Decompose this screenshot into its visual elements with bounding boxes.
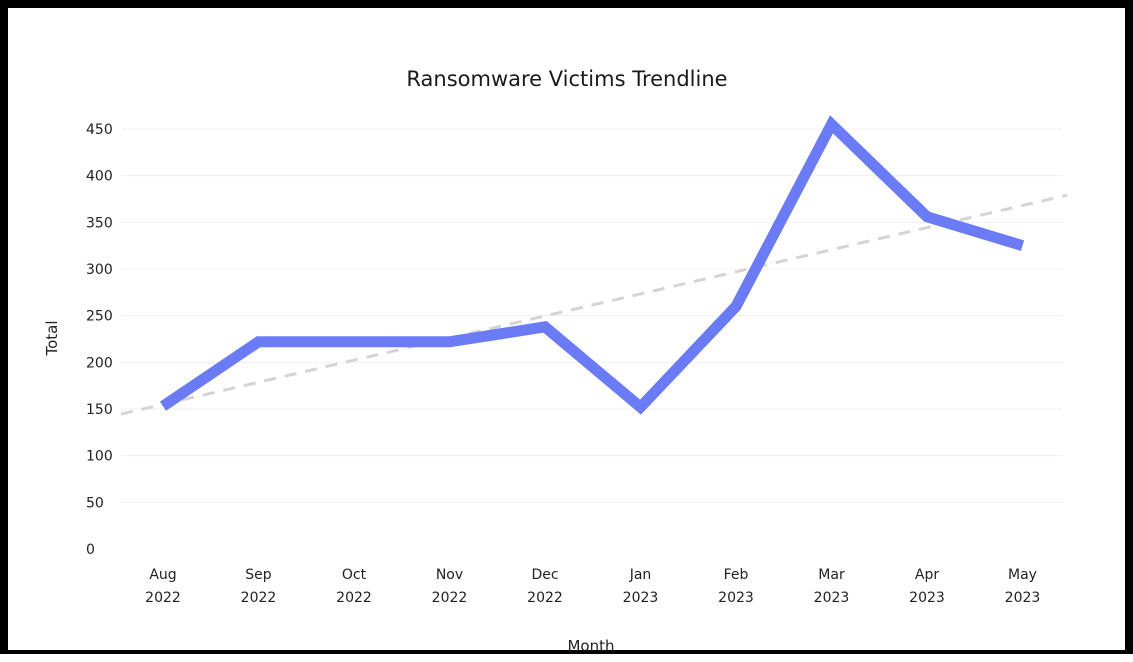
chart-svg: 0 50 100 150 200 250 300 350 400 450 Aug 2022 Sep 20…: [43, 67, 1068, 655]
gridlines: [121, 128, 1063, 503]
x-tick-month: Jan: [629, 567, 652, 583]
x-tick-year: 2023: [909, 590, 945, 606]
y-tick-label: 250: [86, 309, 113, 325]
x-tick-year: 2023: [718, 590, 754, 606]
chart-title: Ransomware Victims Trendline: [406, 67, 727, 91]
x-tick-month: Feb: [724, 567, 749, 583]
y-tick-label: 150: [86, 402, 113, 418]
x-tick-month: Oct: [342, 567, 367, 583]
y-tick-label: 100: [86, 449, 113, 465]
x-tick-label: Jan 2023: [623, 567, 659, 606]
y-tick-label: 450: [86, 122, 113, 138]
y-tick-label: 300: [86, 262, 113, 278]
y-axis-label: Total: [43, 320, 61, 356]
x-tick-label: Apr 2023: [909, 567, 945, 606]
x-axis-ticks: Aug 2022 Sep 2022 Oct 2022 Nov 2022 Dec 2022 Jan 20…: [145, 567, 1040, 606]
series-layer: [159, 115, 1025, 415]
x-tick-month: Dec: [531, 567, 558, 583]
trendline-layer: [120, 193, 1068, 416]
series-line: [159, 115, 1025, 415]
x-tick-month: Mar: [818, 567, 845, 583]
x-tick-label: Sep 2022: [241, 567, 277, 606]
x-tick-year: 2023: [623, 590, 659, 606]
y-tick-label: 50: [86, 495, 104, 511]
x-tick-year: 2022: [432, 590, 468, 606]
x-tick-year: 2022: [145, 590, 181, 606]
y-tick-label: 400: [86, 169, 113, 185]
y-tick-label: 350: [86, 215, 113, 231]
x-tick-year: 2022: [336, 590, 372, 606]
x-tick-year: 2023: [1005, 590, 1041, 606]
x-tick-year: 2022: [527, 590, 563, 606]
x-tick-label: Dec 2022: [527, 567, 563, 606]
x-axis-label: Month: [567, 637, 614, 655]
trendline: [120, 193, 1068, 416]
x-tick-month: May: [1008, 567, 1037, 583]
x-tick-month: Nov: [436, 567, 463, 583]
y-axis-ticks: 0 50 100 150 200 250 300 350 400 450: [86, 122, 113, 558]
x-tick-year: 2023: [814, 590, 850, 606]
x-tick-month: Apr: [915, 567, 939, 583]
x-tick-label: Aug 2022: [145, 567, 181, 606]
x-tick-year: 2022: [241, 590, 277, 606]
x-tick-label: Mar 2023: [814, 567, 850, 606]
x-tick-month: Aug: [149, 567, 176, 583]
y-tick-label: 200: [86, 355, 113, 371]
x-tick-month: Sep: [245, 567, 272, 583]
y-tick-label: 0: [86, 542, 95, 558]
x-tick-label: Feb 2023: [718, 567, 754, 606]
x-tick-label: Oct 2022: [336, 567, 372, 606]
x-tick-label: Nov 2022: [432, 567, 468, 606]
x-tick-label: May 2023: [1005, 567, 1041, 606]
